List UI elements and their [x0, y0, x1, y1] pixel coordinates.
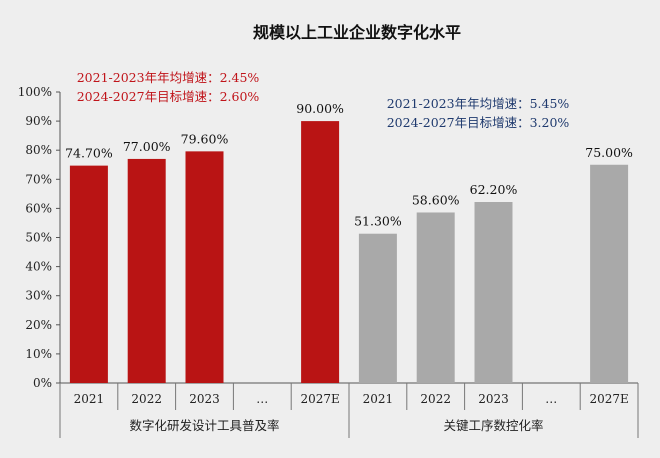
annotations: 2021-2023年年均增速：2.45% 2024-2027年目标增速：2.60%… [77, 70, 570, 130]
y-tick-label: 40% [25, 260, 52, 274]
data-label: 90.00% [296, 101, 344, 116]
category-label: 2022 [131, 392, 162, 406]
data-label: 79.60% [181, 131, 229, 146]
y-tick-label: 80% [25, 143, 52, 157]
growth-annotation: 2021-2023年年均增速：2.45% [77, 70, 260, 85]
growth-annotation: 2024-2027年目标增速：3.20% [387, 115, 570, 130]
data-label: 77.00% [123, 139, 171, 154]
category-label: 2022 [420, 392, 451, 406]
category-label: 2027E [589, 392, 628, 406]
category-label: 2021 [363, 392, 394, 406]
y-tick-label: 0% [33, 376, 52, 390]
data-label: 62.20% [470, 182, 518, 197]
category-label: 2027E [300, 392, 339, 406]
bar [474, 201, 513, 383]
category-label: … [545, 392, 557, 406]
y-tick-label: 30% [25, 289, 52, 303]
group-labels: 数字化研发设计工具普及率 关键工序数控化率 [129, 418, 543, 433]
value-labels: 74.70% 77.00% 79.60% 90.00% 51.30% 58.60% 62.2… [65, 101, 633, 229]
y-tick-label: 50% [25, 231, 52, 245]
data-label: 51.30% [354, 214, 402, 229]
bar [185, 151, 224, 383]
growth-annotation: 2024-2027年目标增速：2.60% [77, 89, 260, 104]
y-tick-label: 100% [18, 85, 52, 99]
bar [69, 165, 108, 383]
growth-annotation: 2021-2023年年均增速：5.45% [387, 96, 570, 111]
group-label: 数字化研发设计工具普及率 [129, 418, 279, 433]
bars [69, 121, 629, 383]
y-tick-label: 20% [25, 318, 52, 332]
chart-title: 规模以上工业企业数字化水平 [253, 23, 461, 42]
category-label: 2021 [74, 392, 105, 406]
data-label: 75.00% [585, 145, 633, 160]
category-label: 2023 [189, 392, 220, 406]
bar [127, 158, 166, 383]
category-label: 2023 [478, 392, 509, 406]
y-tick-label: 90% [25, 114, 52, 128]
data-label: 58.60% [412, 192, 460, 207]
category-label: … [256, 392, 268, 406]
axes: 0% 10% 20% 30% 40% 50% 60% 70% 80% 90% 100% [18, 85, 639, 438]
y-tick-label: 60% [25, 201, 52, 215]
y-tick-label: 70% [25, 172, 52, 186]
category-labels: 2021 2022 2023 … 2027E 2021 2022 2023 … 2027E [74, 392, 629, 406]
y-tick-label: 10% [25, 347, 52, 361]
bar [301, 121, 340, 383]
group-label: 关键工序数控化率 [443, 418, 543, 433]
bar [590, 164, 629, 383]
bar [358, 233, 397, 383]
bar [416, 212, 455, 383]
data-label: 74.70% [65, 146, 113, 161]
